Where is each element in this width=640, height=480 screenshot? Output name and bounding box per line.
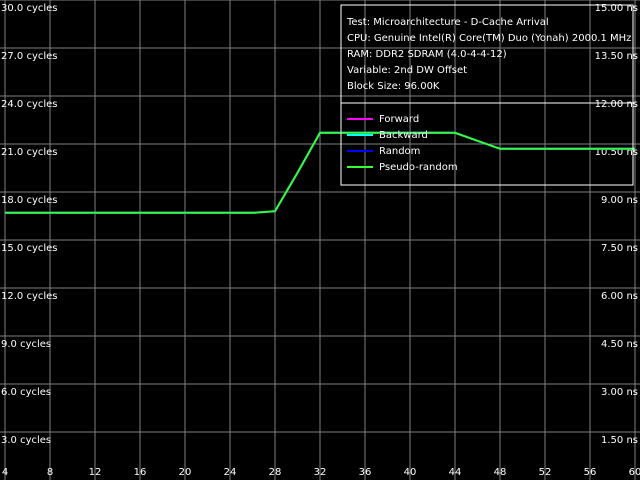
info-text: CPU: Genuine Intel(R) Core(TM) Duo (Yona… (347, 33, 631, 44)
y-tick-label: 9.0 cycles (1, 339, 51, 350)
y-tick-label: 12.0 cycles (1, 291, 58, 302)
x-tick-label: 52 (539, 467, 552, 478)
x-tick-label: 12 (89, 467, 102, 478)
y-tick-label: 27.0 cycles (1, 51, 58, 62)
y2-tick-label: 7.50 ns (601, 243, 638, 254)
x-tick-label: 28 (269, 467, 282, 478)
y-tick-label: 21.0 cycles (1, 147, 58, 158)
y-tick-label: 30.0 cycles (1, 3, 58, 14)
x-tick-label: 56 (584, 467, 597, 478)
y-tick-label: 24.0 cycles (1, 99, 58, 110)
y-tick-label: 18.0 cycles (1, 195, 58, 206)
info-text: Variable: 2nd DW Offset (347, 65, 467, 76)
x-tick-label: 48 (494, 467, 507, 478)
y-tick-label: 6.0 cycles (1, 387, 51, 398)
y2-tick-label: 9.00 ns (601, 195, 638, 206)
info-text: Block Size: 96.00K (347, 81, 440, 92)
y2-tick-label: 3.00 ns (601, 387, 638, 398)
x-tick-label: 24 (224, 467, 237, 478)
legend-label: Pseudo-random (379, 162, 458, 173)
x-tick-label: 16 (134, 467, 147, 478)
x-tick-label: 20 (179, 467, 192, 478)
legend-label: Forward (379, 114, 419, 125)
x-tick-label: 60 (629, 467, 640, 478)
y2-tick-label: 6.00 ns (601, 291, 638, 302)
y2-tick-label: 13.50 ns (595, 51, 638, 62)
x-tick-label: 36 (359, 467, 372, 478)
x-tick-label: 44 (449, 467, 462, 478)
x-tick-label: 4 (2, 467, 8, 478)
y2-tick-label: 1.50 ns (601, 435, 638, 446)
x-tick-label: 8 (47, 467, 53, 478)
y2-tick-label: 10.50 ns (595, 147, 638, 158)
legend-label: Random (379, 146, 420, 157)
info-text: RAM: DDR2 SDRAM (4.0-4-4-12) (347, 49, 507, 60)
legend-box (340, 102, 634, 186)
y-tick-label: 15.0 cycles (1, 243, 58, 254)
y2-tick-label: 4.50 ns (601, 339, 638, 350)
x-tick-label: 40 (404, 467, 417, 478)
series-line (5, 131, 635, 214)
y-tick-label: 3.0 cycles (1, 435, 51, 446)
x-tick-label: 32 (314, 467, 327, 478)
y2-tick-label: 12.00 ns (595, 99, 638, 110)
info-text: Test: Microarchitecture - D-Cache Arriva… (346, 17, 549, 28)
y2-tick-label: 15.00 ns (595, 3, 638, 14)
legend-label: Backward (379, 130, 428, 141)
